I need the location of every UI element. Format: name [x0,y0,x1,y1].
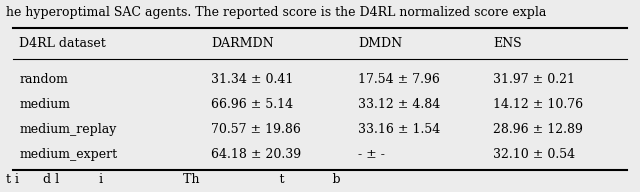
Text: 70.57 ± 19.86: 70.57 ± 19.86 [211,123,301,136]
Text: 32.10 ± 0.54: 32.10 ± 0.54 [493,148,575,161]
Text: 28.96 ± 12.89: 28.96 ± 12.89 [493,123,582,136]
Text: 14.12 ± 10.76: 14.12 ± 10.76 [493,98,583,111]
Text: DARMDN: DARMDN [211,37,274,50]
Text: D4RL dataset: D4RL dataset [19,37,106,50]
Text: 31.97 ± 0.21: 31.97 ± 0.21 [493,73,575,86]
Text: 17.54 ± 7.96: 17.54 ± 7.96 [358,73,440,86]
Text: 33.12 ± 4.84: 33.12 ± 4.84 [358,98,441,111]
Text: medium: medium [19,98,70,111]
Text: random: random [19,73,68,86]
Text: 66.96 ± 5.14: 66.96 ± 5.14 [211,98,293,111]
Text: - ± -: - ± - [358,148,385,161]
Text: he hyperoptimal SAC agents. The reported score is the D4RL normalized score expl: he hyperoptimal SAC agents. The reported… [6,6,547,19]
Text: 31.34 ± 0.41: 31.34 ± 0.41 [211,73,294,86]
Text: 33.16 ± 1.54: 33.16 ± 1.54 [358,123,441,136]
Text: 64.18 ± 20.39: 64.18 ± 20.39 [211,148,301,161]
Text: ENS: ENS [493,37,522,50]
Text: t i      d l          i                    Th                    t            b: t i d l i Th t b [6,173,341,186]
Text: medium_expert: medium_expert [19,148,117,161]
Text: medium_replay: medium_replay [19,123,116,136]
Text: DMDN: DMDN [358,37,403,50]
